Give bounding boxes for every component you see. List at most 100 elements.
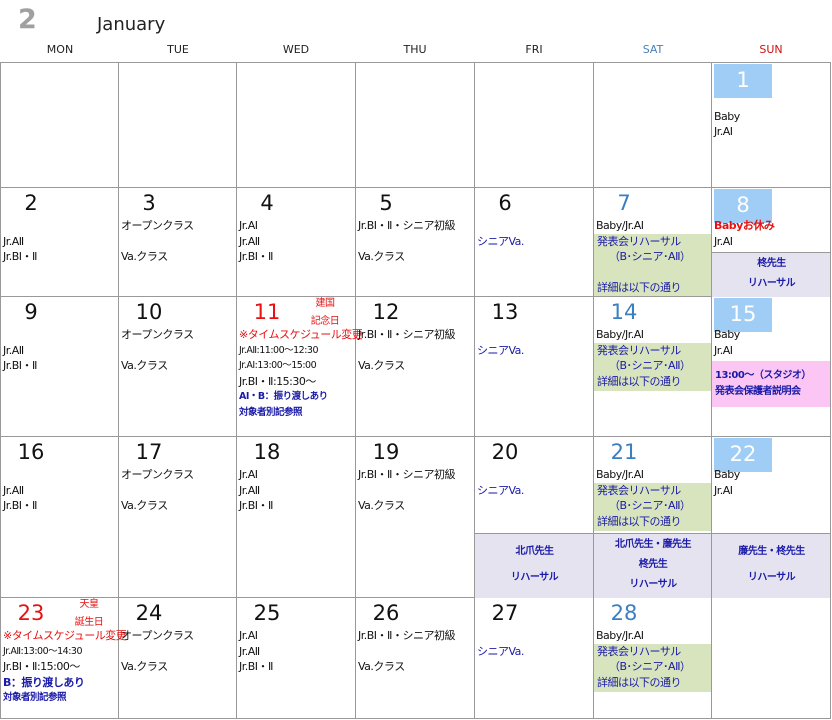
rehearsal-text: 詳細は以下の通り: [597, 281, 682, 294]
schedule-text: シニアVa.: [477, 644, 524, 658]
schedule-text: Jr.AⅠ: [714, 483, 733, 497]
schedule-text: Jr.BⅠ・Ⅱ: [239, 660, 273, 673]
weekday: SAT: [642, 43, 664, 56]
event-text: リハーサル: [629, 579, 677, 590]
grid-left: [0, 62, 1, 719]
rehearsal-text: （B･シニア･AⅡ）: [609, 359, 691, 372]
date: 19: [372, 440, 400, 464]
day-cell: [475, 598, 594, 719]
schedule-text: Jr.BⅠ・Ⅱ: [3, 359, 37, 372]
schedule-text: Jr.AⅠ: [714, 125, 733, 138]
weekday: THU: [403, 43, 427, 56]
day-cell: [237, 598, 356, 719]
schedule-text: Va.クラス: [358, 499, 405, 512]
info-text: 13:00～（スタジオ）: [715, 370, 811, 381]
day-cell: [1, 63, 119, 188]
event-text: 柊先生: [757, 258, 786, 269]
schedule-text: Jr.BⅠ・Ⅱ: [3, 250, 37, 263]
schedule-text: Jr.AⅡ: [239, 234, 260, 248]
month-number: 2: [18, 4, 37, 35]
rehearsal-text: （B･シニア･AⅡ）: [609, 660, 691, 673]
alert-text: ※タイムスケジュール変更: [3, 629, 127, 642]
rehearsal-text: 発表会リハーサル: [597, 234, 681, 248]
date: 15: [729, 302, 757, 326]
rehearsal-text: （B･シニア･AⅡ）: [609, 250, 691, 263]
date: 4: [260, 191, 274, 215]
day-cell: [712, 598, 831, 719]
schedule-text: Va.クラス: [358, 250, 405, 263]
schedule-text: Jr.BⅠ・Ⅱ・シニア初級: [358, 328, 455, 341]
schedule-text: オープンクラス: [121, 328, 194, 341]
event-text: リハーサル: [747, 278, 796, 289]
sunday-date-box: [714, 298, 772, 332]
schedule-text: Va.クラス: [121, 359, 168, 372]
schedule-text: Jr.AⅡ: [239, 644, 260, 658]
weekday: WED: [282, 43, 310, 56]
schedule-text: シニアVa.: [477, 234, 524, 248]
grid-top: [0, 62, 831, 63]
weekday: TUE: [167, 43, 189, 56]
day-cell: [237, 297, 356, 437]
schedule-text: Baby: [714, 328, 740, 341]
rehearsal-box: [594, 483, 711, 531]
date: 23: [17, 601, 45, 625]
schedule-text: Jr.BⅠ・Ⅱ: [3, 499, 37, 512]
schedule-text: Baby/Jr.AⅠ: [596, 468, 644, 481]
date: 22: [729, 442, 757, 466]
date: 27: [491, 601, 519, 625]
schedule-text: Jr.BⅠ・Ⅱ:15:30～: [239, 374, 316, 388]
day-cell: [594, 297, 712, 437]
schedule-text: Jr.AⅡ:11:00～12:30: [239, 344, 319, 356]
date: 25: [253, 601, 281, 625]
day-cell: [475, 63, 594, 188]
weekday: SUN: [759, 43, 783, 56]
schedule-text: シニアVa.: [477, 343, 524, 357]
schedule-text: Jr.AⅡ: [3, 234, 24, 248]
rehearsal-text: 発表会リハーサル: [597, 644, 681, 658]
rehearsal-text: 発表会リハーサル: [597, 483, 681, 497]
date: 9: [24, 300, 38, 324]
schedule-text: Baby: [714, 468, 740, 481]
day-cell: [356, 63, 475, 188]
date: 7: [617, 191, 631, 215]
date: 16: [17, 440, 45, 464]
day-cell: [1, 598, 119, 719]
schedule-text: Va.クラス: [121, 499, 168, 512]
schedule-text: オープンクラス: [121, 468, 194, 481]
schedule-text: Jr.AⅡ: [3, 483, 24, 497]
event-text: リハーサル: [510, 572, 559, 584]
holiday-note: 誕生日: [74, 617, 104, 628]
rehearsal-text: （B･シニア･AⅡ）: [609, 499, 691, 512]
day-cell: [119, 63, 237, 188]
date: 14: [610, 300, 638, 324]
info-text: 発表会保護者説明会: [715, 386, 801, 397]
schedule-text: Jr.BⅠ・Ⅱ・シニア初級: [358, 219, 455, 232]
date: 11: [253, 300, 281, 324]
schedule-text: Jr.AⅠ: [714, 234, 733, 248]
day-cell: [1, 188, 119, 297]
weekday: MON: [46, 43, 74, 56]
event-text: 廉先生・柊先生: [738, 545, 805, 557]
rehearsal-box: [594, 644, 711, 692]
weekday: FRI: [525, 43, 543, 56]
event-box: [712, 533, 830, 598]
notice-text: AⅠ・B：振り渡しあり: [239, 391, 328, 402]
notice-text: B：振り渡しあり: [3, 675, 85, 689]
event-box: [475, 533, 593, 598]
schedule-text: Va.クラス: [358, 660, 405, 673]
day-cell: [237, 188, 356, 297]
schedule-text: Va.クラス: [358, 359, 405, 372]
alert-text: ※タイムスケジュール変更: [239, 328, 363, 341]
date: 21: [610, 440, 638, 464]
schedule-text: Jr.AⅠ: [239, 468, 258, 481]
date: 5: [379, 191, 393, 215]
schedule-text: Jr.AⅠ: [239, 629, 258, 642]
schedule-text: Jr.AⅡ:13:00～14:30: [3, 645, 83, 657]
day-cell: [119, 188, 237, 297]
date: 8: [736, 193, 750, 217]
day-cell: [594, 63, 712, 188]
holiday-note: 建国: [315, 298, 336, 309]
rehearsal-text: 詳細は以下の通り: [597, 374, 682, 388]
day-cell: [712, 297, 831, 437]
sunday-date-box: [714, 64, 772, 98]
